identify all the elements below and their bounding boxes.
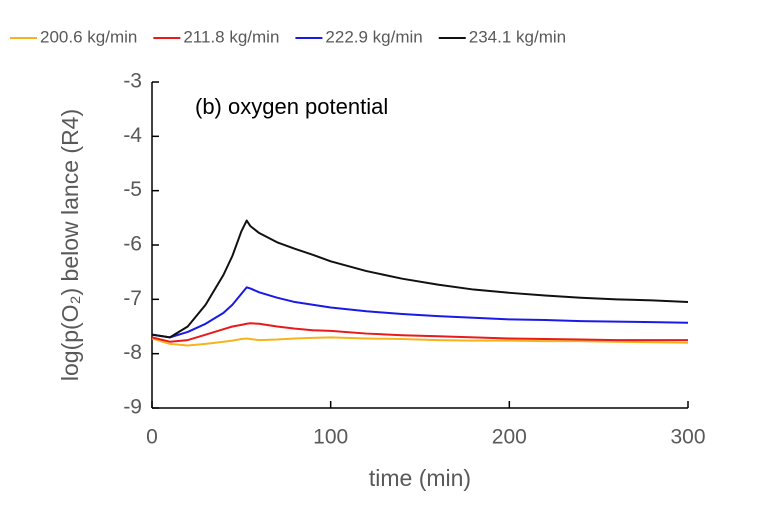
- y-tick-label: -7: [123, 287, 142, 310]
- x-tick-label: 0: [146, 426, 158, 449]
- x-tick-label: 200: [492, 426, 527, 449]
- legend-label: 200.6 kg/min: [40, 27, 137, 46]
- data-line: [151, 322, 688, 343]
- legend-label: 222.9 kg/min: [325, 27, 422, 46]
- y-tick-label: -9: [123, 396, 142, 419]
- y-tick-label: -8: [123, 341, 142, 364]
- x-axis-title: time (min): [369, 465, 471, 491]
- data-line: [151, 336, 689, 347]
- legend-label: 234.1 kg/min: [469, 27, 566, 46]
- data-line: [151, 219, 689, 339]
- data-line: [151, 286, 689, 339]
- annotation: (b) oxygen potential: [195, 94, 388, 119]
- legend-label: 211.8 kg/min: [183, 27, 279, 46]
- x-tick-label: 100: [313, 426, 348, 449]
- y-tick-label: -5: [123, 178, 142, 201]
- y-tick-label: -6: [123, 233, 142, 256]
- y-axis-title: log(p(O₂) below lance (R4): [57, 109, 83, 381]
- x-tick-label: 300: [670, 426, 705, 449]
- y-tick-label: -4: [123, 124, 142, 147]
- y-tick-label: -3: [123, 70, 142, 93]
